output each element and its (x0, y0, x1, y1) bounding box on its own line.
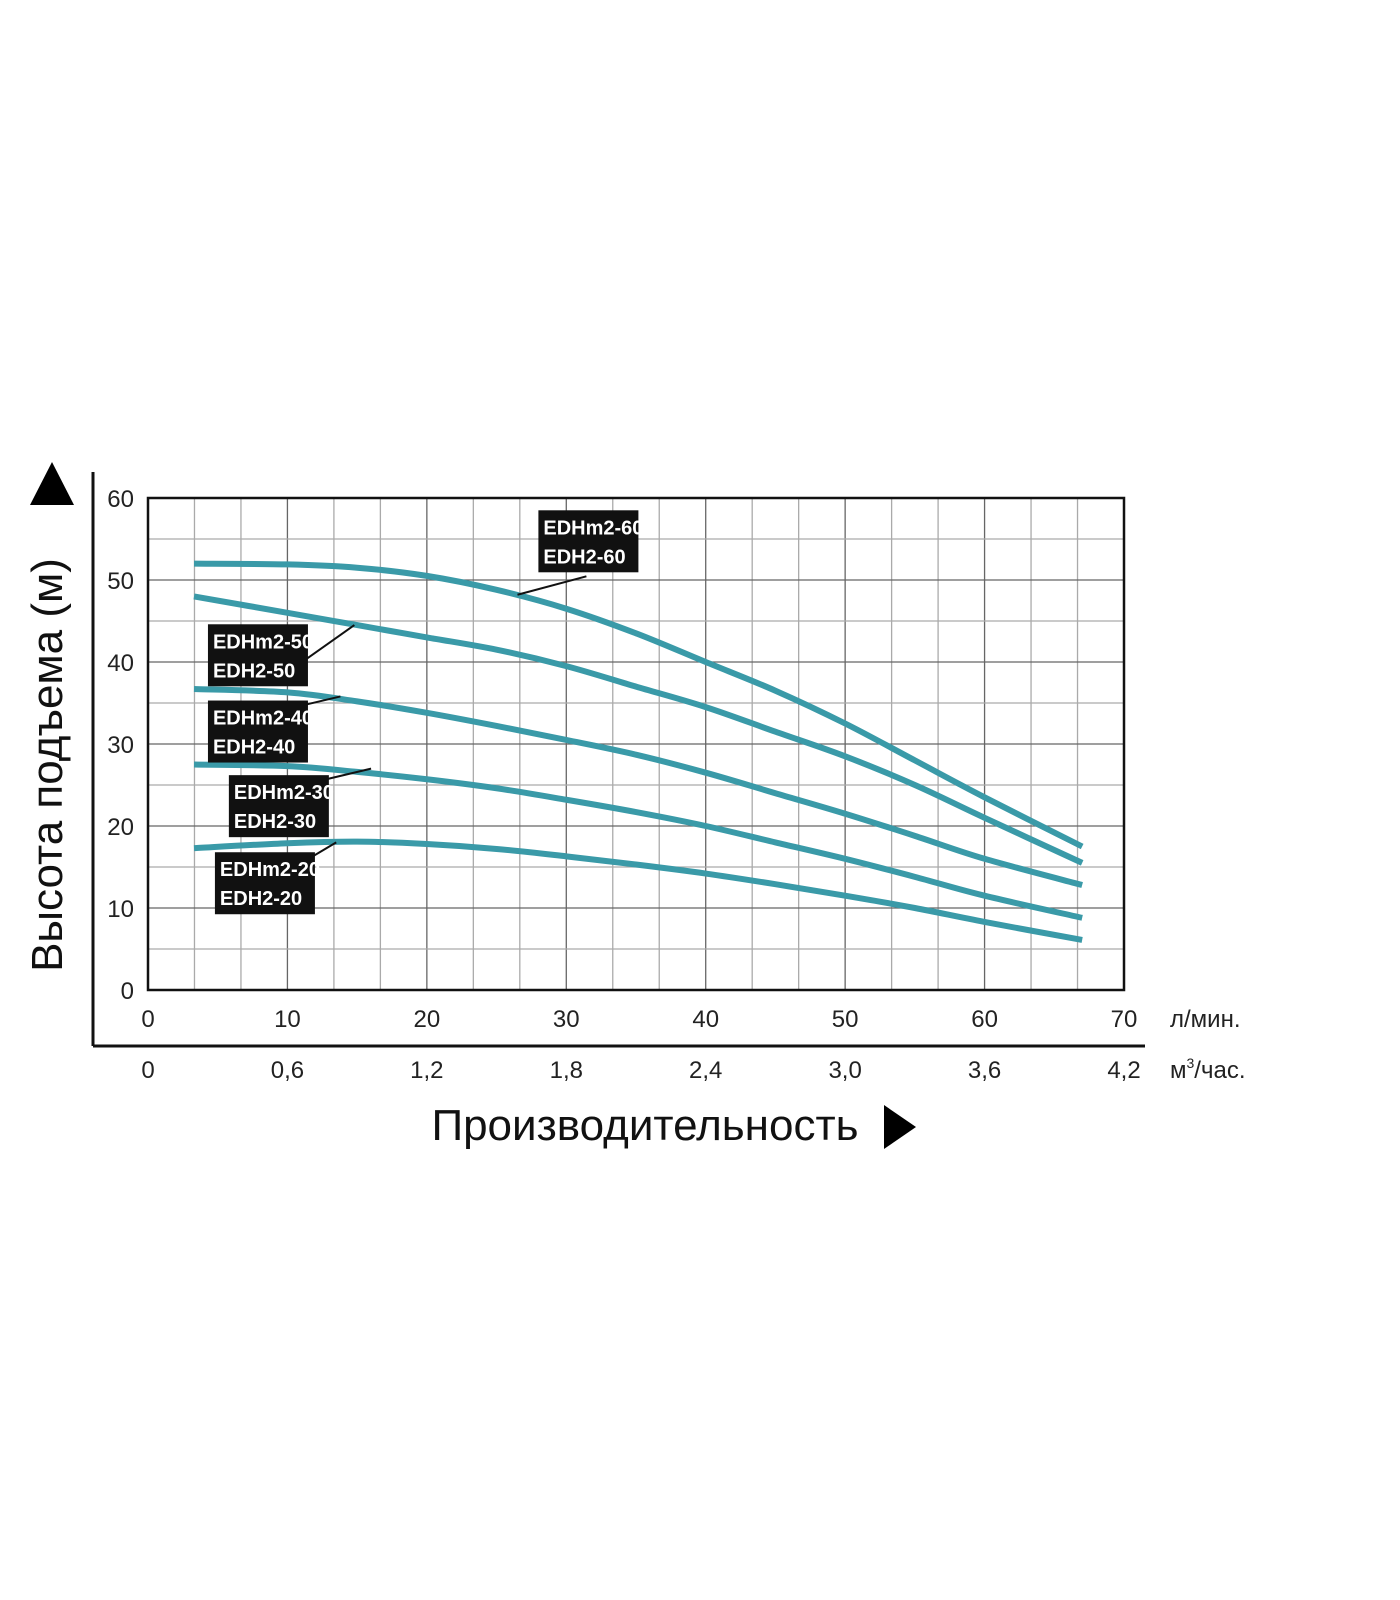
x-tick-label: 0 (141, 1006, 154, 1033)
x-unit-secondary-rest: /час. (1194, 1057, 1245, 1084)
series-label-box (207, 624, 308, 687)
series-line (193, 686, 1083, 888)
y-axis-title: Высота подъема (м) (23, 558, 72, 972)
label-leader-line (305, 624, 355, 661)
x2-tick-label: 2,4 (689, 1057, 722, 1084)
x-unit-secondary-sup: 3 (1187, 1055, 1195, 1071)
y-tick-label: 40 (107, 650, 134, 677)
y-tick-label: 20 (107, 814, 134, 841)
series-label-text: EDHm2-30 (234, 782, 334, 804)
x-tick-label: 40 (692, 1006, 719, 1033)
series-label-text: EDH2-30 (234, 811, 316, 833)
y-tick-label: 0 (121, 978, 134, 1005)
x-tick-label: 70 (1111, 1006, 1138, 1033)
series-label-box (538, 510, 639, 573)
x-tick-label: 20 (414, 1006, 441, 1033)
label-leader-line (517, 575, 587, 596)
x-tick-labels: 0 10 20 30 40 50 60 70 (141, 1006, 1137, 1033)
y-tick-label: 60 (107, 486, 134, 513)
series-label-text: EDH2-20 (220, 888, 302, 910)
x-tick-label: 60 (971, 1006, 998, 1033)
series-lines (193, 560, 1084, 943)
plot-frame (146, 496, 1126, 992)
label-leader-line (305, 695, 341, 706)
series-line (193, 560, 1084, 850)
series-label-text: EDHm2-20 (220, 859, 320, 881)
series-label-text: EDHm2-60 (543, 517, 643, 539)
axes (91, 472, 1145, 1048)
x-tick-label: 30 (553, 1006, 580, 1033)
x2-tick-label: 1,8 (550, 1057, 583, 1084)
x2-tick-label: 3,6 (968, 1057, 1001, 1084)
label-leader-line (326, 767, 372, 781)
plot-border (146, 496, 1126, 992)
series-label-text: EDHm2-40 (213, 708, 313, 730)
series-label-box (228, 775, 329, 838)
series-label-text: EDH2-50 (213, 660, 295, 682)
x2-tick-label: 4,2 (1107, 1057, 1140, 1084)
series-label-text: EDHm2-50 (213, 631, 313, 653)
x2-tick-label: 1,2 (410, 1057, 443, 1084)
y-tick-label: 30 (107, 732, 134, 759)
series-line (193, 838, 1083, 943)
series-label-box (207, 700, 308, 763)
x2-tick-labels: 0 0,6 1,2 1,8 2,4 3,0 3,6 4,2 (141, 1057, 1140, 1084)
x-unit-primary: л/мин. (1170, 1006, 1241, 1033)
x-unit-secondary: м3/час. (1170, 1055, 1245, 1084)
x2-tick-label: 0,6 (271, 1057, 304, 1084)
x-axis-arrow-icon (884, 1105, 916, 1149)
series-label-text: EDH2-40 (213, 737, 295, 759)
x2-tick-label: 3,0 (828, 1057, 861, 1084)
x-unit-secondary-base: м (1170, 1057, 1187, 1084)
x2-tick-label: 0 (141, 1057, 154, 1084)
x-axis-title: Производительность (431, 1101, 858, 1150)
y-axis-arrow-icon (30, 462, 74, 505)
series-label-text: EDH2-60 (543, 546, 625, 568)
y-tick-label: 50 (107, 568, 134, 595)
series-labels: EDHm2-60 EDH2-60 EDHm2-50 EDH2-50 EDHm2-40 ED… (207, 510, 643, 915)
series-label-box (214, 852, 315, 915)
x-tick-label: 50 (832, 1006, 859, 1033)
series-line (193, 593, 1084, 866)
y-tick-labels: 0 10 20 30 40 50 60 (107, 486, 134, 1005)
x-tick-label: 10 (274, 1006, 301, 1033)
label-leader-line (312, 841, 337, 858)
y-tick-label: 10 (107, 896, 134, 923)
